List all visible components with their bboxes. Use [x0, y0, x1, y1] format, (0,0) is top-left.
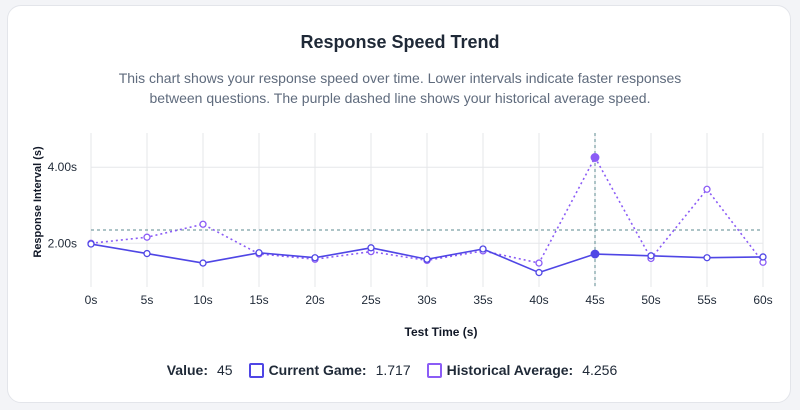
current-game-point[interactable] [479, 245, 487, 253]
x-tick-label: 0s [85, 293, 98, 307]
current-game-point[interactable] [423, 255, 431, 263]
x-tick-label: 25s [361, 293, 380, 307]
x-tick-label: 15s [249, 293, 268, 307]
x-tick-label: 20s [305, 293, 324, 307]
x-tick-label: 45s [585, 293, 604, 307]
current-game-point[interactable] [535, 268, 543, 277]
historical-average-point[interactable] [535, 259, 543, 267]
y-tick-label: 4.00s [48, 160, 77, 174]
current-game-point[interactable] [590, 249, 600, 259]
x-axis-title: Test Time (s) [405, 325, 478, 339]
current-game-point[interactable] [87, 240, 95, 248]
current-game-point[interactable] [759, 253, 767, 261]
y-axis-title: Response Interval (s) [32, 146, 44, 258]
response-speed-chart[interactable]: 0s 5s 10s 15s 20s 25s 30s 35s 40s 45s 50s 55s 60s 2.0… [8, 6, 792, 356]
historical-average-label: Historical Average: [446, 362, 574, 378]
x-tick-label: 60s [753, 293, 772, 307]
current-game-point[interactable] [647, 252, 655, 260]
chart-description: This chart shows your response speed ove… [118, 70, 682, 106]
x-tick-label: 40s [529, 293, 548, 307]
chart-title: Response Speed Trend [300, 32, 500, 52]
current-game-point[interactable] [703, 254, 711, 262]
current-game-point[interactable] [143, 249, 151, 258]
historical-average-point[interactable] [199, 220, 207, 228]
historical-average-point[interactable] [590, 153, 600, 162]
chart-legend: Value: 45 Current Game: 1.717 Historical… [8, 362, 792, 378]
current-game-point[interactable] [311, 254, 319, 262]
x-tick-label: 5s [141, 293, 154, 307]
historical-average-point[interactable] [703, 185, 711, 193]
x-tick-label: 50s [641, 293, 660, 307]
historical-average-point[interactable] [143, 233, 151, 241]
y-tick-label: 2.00s [48, 236, 77, 250]
current-game-value: 1.717 [375, 362, 411, 378]
historical-average-swatch-icon [426, 362, 442, 378]
current-game-label: Current Game: [268, 362, 367, 378]
legend-item-current-game[interactable]: Current Game: [248, 362, 367, 378]
selected-value-label: Value: [166, 362, 208, 378]
current-game-point[interactable] [367, 244, 375, 252]
current-game-point[interactable] [199, 259, 207, 267]
x-tick-label: 55s [697, 293, 716, 307]
x-tick-label: 35s [473, 293, 492, 307]
x-tick-label: 30s [417, 293, 436, 307]
current-game-swatch-icon [248, 362, 264, 378]
legend-item-historical-average[interactable]: Historical Average: [426, 362, 574, 378]
current-game-point[interactable] [255, 249, 263, 257]
x-tick-label: 10s [193, 293, 212, 307]
selected-value: 45 [216, 362, 233, 378]
chart-card: Response Speed Trend This chart shows yo… [7, 5, 791, 403]
historical-average-value: 4.256 [582, 362, 618, 378]
